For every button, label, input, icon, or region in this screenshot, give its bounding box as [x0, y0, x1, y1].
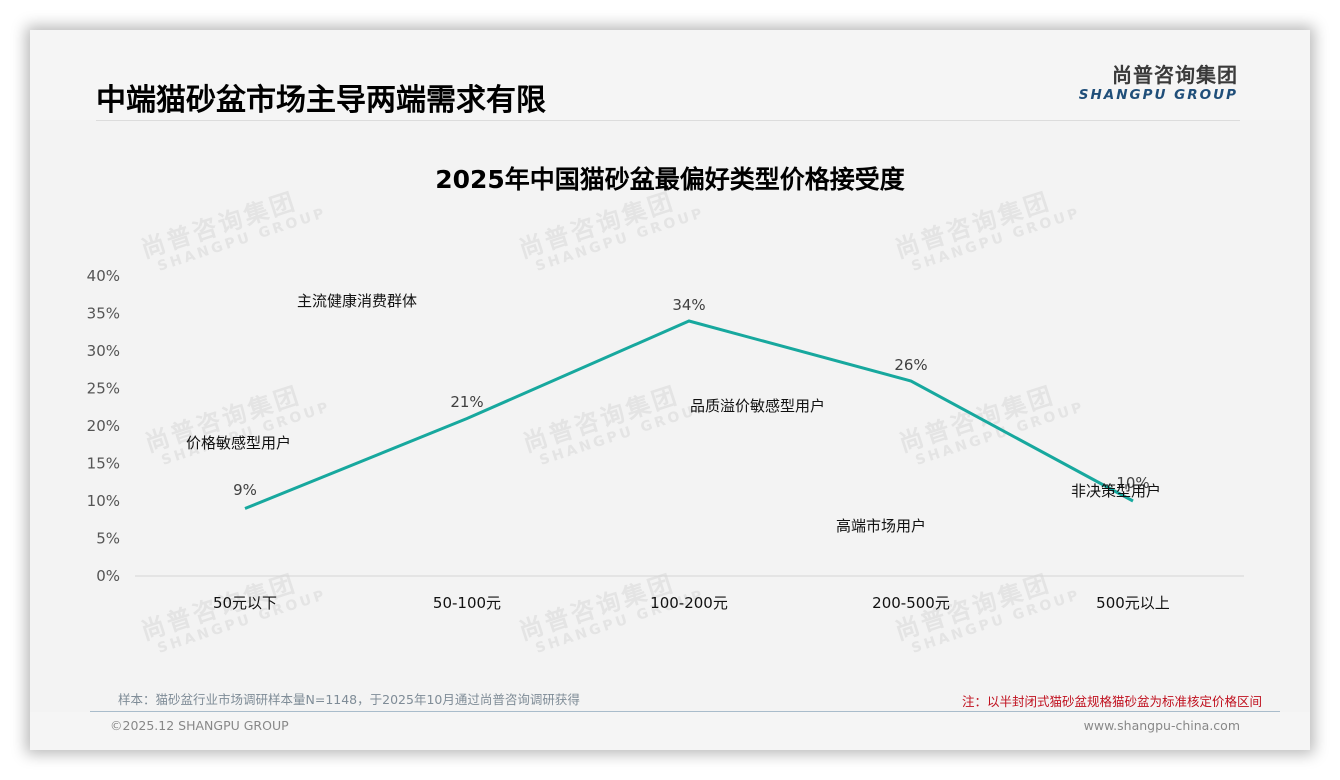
- y-tick-label: 40%: [87, 267, 120, 285]
- y-tick-label: 30%: [87, 342, 120, 360]
- data-label: 10%: [1116, 474, 1149, 492]
- y-tick-label: 35%: [87, 305, 120, 323]
- y-tick-label: 25%: [87, 380, 120, 398]
- logo-english-text: SHANGPU GROUP: [1078, 87, 1238, 103]
- company-logo: 尚普咨询集团 SHANGPU GROUP: [1079, 63, 1238, 103]
- header-divider: [96, 120, 1240, 121]
- x-tick-label: 200-500元: [872, 594, 950, 612]
- annotation-non-decision: 非决策型用户: [1071, 482, 1161, 500]
- annotation-price-sensitive: 价格敏感型用户: [186, 434, 291, 452]
- data-label: 34%: [672, 296, 705, 314]
- data-label: 26%: [894, 356, 927, 374]
- line-chart: 0% 5% 10% 15% 20% 25% 30% 35% 40% 50元以下 …: [87, 267, 1244, 612]
- report-slide: 中端猫砂盆市场主导两端需求有限 尚普咨询集团 SHANGPU GROUP 尚普咨…: [30, 30, 1310, 750]
- annotation-quality-premium: 品质溢价敏感型用户: [690, 397, 825, 415]
- x-axis: 50元以下 50-100元 100-200元 200-500元 500元以上: [213, 594, 1170, 612]
- logo-chinese-text: 尚普咨询集团: [1112, 63, 1238, 87]
- y-tick-label: 20%: [87, 417, 120, 435]
- annotation-high-end: 高端市场用户: [836, 517, 926, 535]
- x-tick-label: 50元以下: [213, 594, 277, 612]
- x-tick-label: 50-100元: [433, 594, 501, 612]
- series-line: [244, 319, 1134, 510]
- y-tick-label: 5%: [96, 530, 120, 548]
- data-labels: 9% 21% 34% 26% 10%: [233, 296, 1150, 499]
- data-label: 9%: [233, 481, 257, 499]
- x-tick-label: 500元以上: [1096, 594, 1170, 612]
- footer-band: [30, 712, 1310, 750]
- y-tick-label: 10%: [87, 492, 120, 510]
- copyright: ©2025.12 SHANGPU GROUP: [110, 718, 289, 733]
- y-axis: 0% 5% 10% 15% 20% 25% 30% 35% 40%: [87, 267, 120, 585]
- slide-header: [30, 30, 1310, 120]
- price-range-note: 注：以半封闭式猫砂盆规格猫砂盆为标准核定价格区间: [961, 694, 1262, 709]
- chart-title: 2025年中国猫砂盆最偏好类型价格接受度: [435, 165, 905, 194]
- sample-note: 样本：猫砂盆行业市场调研样本量N=1148，于2025年10月通过尚普咨询调研获…: [118, 692, 580, 707]
- y-tick-label: 15%: [87, 455, 120, 473]
- data-label: 21%: [450, 393, 483, 411]
- y-tick-label: 0%: [96, 567, 120, 585]
- annotation-mainstream: 主流健康消费群体: [297, 292, 417, 310]
- page-title: 中端猫砂盆市场主导两端需求有限: [96, 83, 546, 118]
- website-link[interactable]: www.shangpu-china.com: [1083, 718, 1240, 733]
- x-tick-label: 100-200元: [650, 594, 728, 612]
- segment-annotations: 价格敏感型用户 主流健康消费群体 品质溢价敏感型用户 高端市场用户 非决策型用户: [186, 292, 1161, 535]
- footer-divider: [90, 711, 1280, 712]
